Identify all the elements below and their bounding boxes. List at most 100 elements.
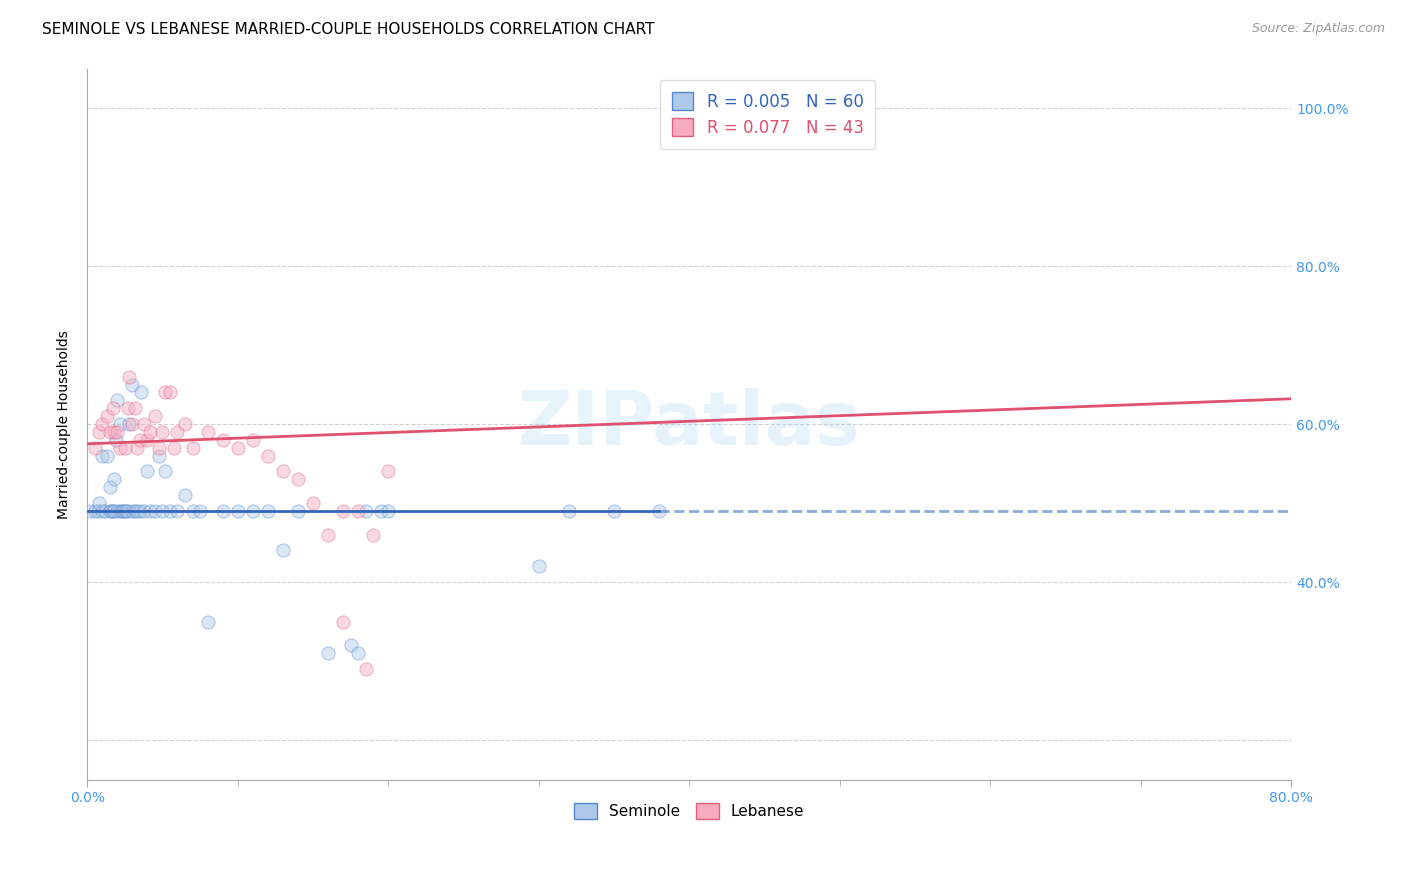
Point <box>114 441 136 455</box>
Point <box>105 504 128 518</box>
Point <box>86 504 108 518</box>
Point <box>558 504 581 518</box>
Point <box>377 465 399 479</box>
Point <box>174 417 197 431</box>
Point <box>197 615 219 629</box>
Point <box>155 465 177 479</box>
Point <box>121 417 143 431</box>
Point <box>256 504 278 518</box>
Point <box>155 385 177 400</box>
Point <box>197 425 219 439</box>
Point <box>121 377 143 392</box>
Point <box>339 638 361 652</box>
Point <box>287 472 309 486</box>
Point <box>152 504 174 518</box>
Point <box>603 504 626 518</box>
Point <box>121 504 143 518</box>
Point <box>527 559 550 574</box>
Point <box>118 417 141 431</box>
Point <box>103 425 125 439</box>
Point <box>117 401 139 416</box>
Point <box>134 417 156 431</box>
Point <box>354 504 377 518</box>
Point <box>152 425 174 439</box>
Point <box>103 472 125 486</box>
Point <box>100 504 122 518</box>
Point <box>111 504 134 518</box>
Point <box>83 441 105 455</box>
Point <box>181 504 204 518</box>
Point <box>98 504 121 518</box>
Point <box>271 543 294 558</box>
Point <box>370 504 392 518</box>
Point <box>91 417 114 431</box>
Y-axis label: Married-couple Households: Married-couple Households <box>58 330 72 518</box>
Point <box>89 496 111 510</box>
Point <box>101 504 124 518</box>
Text: ZIPatlas: ZIPatlas <box>517 387 860 460</box>
Point <box>114 504 136 518</box>
Point <box>136 465 159 479</box>
Legend: Seminole, Lebanese: Seminole, Lebanese <box>568 797 810 825</box>
Point <box>211 433 233 447</box>
Point <box>139 425 162 439</box>
Point <box>124 401 146 416</box>
Point <box>377 504 399 518</box>
Point <box>83 504 105 518</box>
Point <box>125 504 148 518</box>
Point <box>105 393 128 408</box>
Point <box>347 504 370 518</box>
Point <box>211 504 233 518</box>
Point <box>91 449 114 463</box>
Point <box>98 425 121 439</box>
Point <box>332 504 354 518</box>
Point <box>163 441 186 455</box>
Point <box>79 504 101 518</box>
Point <box>159 504 181 518</box>
Point <box>94 504 117 518</box>
Point <box>159 385 181 400</box>
Point <box>124 504 146 518</box>
Point <box>139 504 162 518</box>
Point <box>256 449 278 463</box>
Point <box>302 496 325 510</box>
Point <box>287 504 309 518</box>
Point <box>347 646 370 660</box>
Point <box>166 504 188 518</box>
Point <box>98 480 121 494</box>
Point <box>110 504 132 518</box>
Point <box>188 504 211 518</box>
Point <box>316 646 339 660</box>
Point <box>96 409 118 424</box>
Point <box>226 441 249 455</box>
Text: SEMINOLE VS LEBANESE MARRIED-COUPLE HOUSEHOLDS CORRELATION CHART: SEMINOLE VS LEBANESE MARRIED-COUPLE HOUS… <box>42 22 655 37</box>
Point <box>332 615 354 629</box>
Point <box>361 527 384 541</box>
Point <box>104 433 127 447</box>
Point <box>118 369 141 384</box>
Point <box>143 409 166 424</box>
Point <box>181 441 204 455</box>
Point <box>101 401 124 416</box>
Point <box>136 433 159 447</box>
Point <box>226 504 249 518</box>
Point <box>115 504 138 518</box>
Point <box>96 449 118 463</box>
Point <box>103 504 125 518</box>
Point <box>271 465 294 479</box>
Point <box>89 425 111 439</box>
Point <box>117 504 139 518</box>
Point <box>166 425 188 439</box>
Point <box>648 504 671 518</box>
Point <box>125 441 148 455</box>
Point <box>316 527 339 541</box>
Point <box>354 662 377 676</box>
Point <box>91 504 114 518</box>
Point <box>128 504 150 518</box>
Point <box>143 504 166 518</box>
Point <box>112 504 135 518</box>
Point <box>105 425 128 439</box>
Point <box>128 433 150 447</box>
Point <box>131 385 153 400</box>
Point <box>148 441 170 455</box>
